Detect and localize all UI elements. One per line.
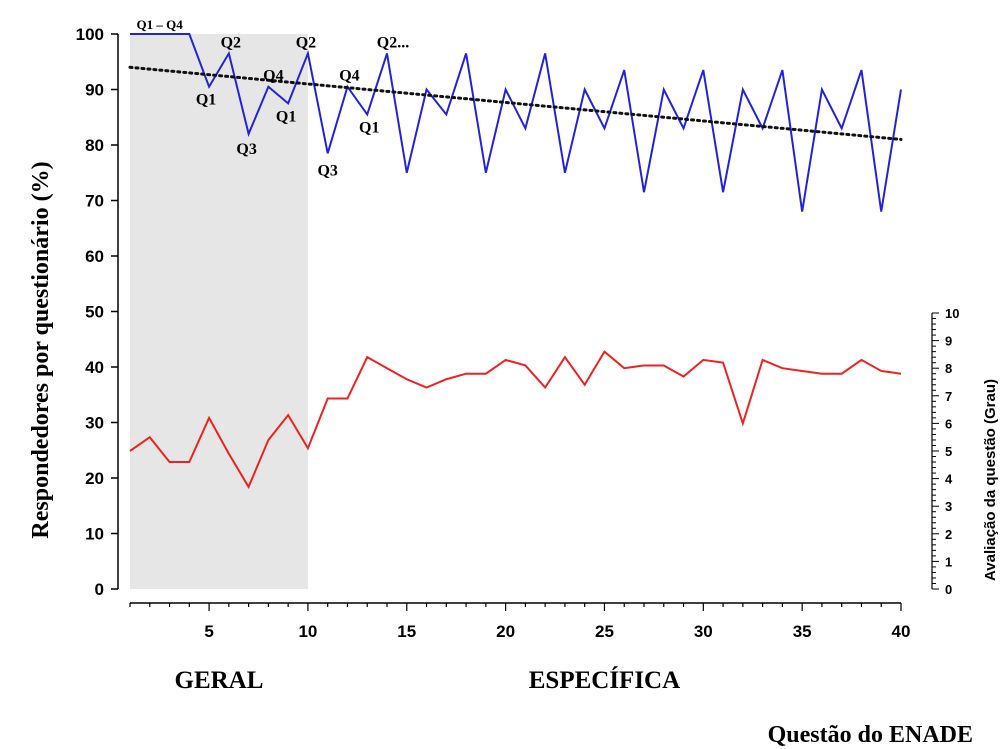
x-axis: 5 10 15 20 25 30 35 40	[129, 602, 911, 641]
y2-axis-title: Avaliação da questão (Grau)	[982, 379, 999, 581]
right-tick-label: 9	[945, 334, 952, 349]
right-y-axis: 0 1 2 3 4 5 6 7 8 9 10	[931, 306, 959, 597]
right-tick-label: 0	[945, 582, 952, 597]
left-tick-label: 100	[76, 25, 104, 44]
left-tick-label: 70	[85, 192, 104, 211]
shaded-region-geral	[130, 34, 308, 589]
annotation-label: Q3	[236, 141, 256, 158]
right-tick-label: 3	[945, 499, 952, 514]
left-tick-label: 60	[85, 247, 104, 266]
left-tick-label: 90	[85, 81, 104, 100]
right-tick-label: 8	[945, 361, 952, 376]
right-tick-label: 10	[945, 306, 959, 321]
annotation-label: Q1	[196, 92, 216, 109]
section-labels: GERAL ESPECÍFICA	[175, 666, 681, 694]
trendline	[128, 65, 903, 141]
annotation-label: Q1 – Q4	[137, 17, 184, 32]
left-tick-label: 80	[85, 136, 104, 155]
series-line-left	[130, 33, 902, 212]
left-tick-label: 30	[85, 414, 104, 433]
left-tick-label: 10	[85, 525, 104, 544]
right-tick-label: 1	[945, 554, 952, 569]
series-line-right	[129, 350, 902, 490]
annotation-label: Q2...	[377, 34, 409, 51]
x-tick-label: 15	[397, 622, 416, 641]
right-tick-label: 5	[945, 444, 952, 459]
left-tick-label: 20	[85, 469, 104, 488]
section-label: GERAL	[175, 667, 264, 694]
x-tick-label: 20	[496, 622, 515, 641]
x-tick-label: 40	[892, 622, 911, 641]
annotation-label: Q2	[221, 34, 241, 51]
annotation-label: Q2	[296, 34, 316, 51]
annotation-label: Q1	[359, 119, 379, 136]
left-tick-label: 50	[85, 303, 104, 322]
x-axis-title: Questão do ENADE	[768, 722, 973, 748]
section-label: ESPECÍFICA	[529, 666, 680, 694]
left-tick-label: 0	[95, 580, 104, 599]
right-tick-label: 7	[945, 389, 952, 404]
x-tick-label: 10	[298, 622, 317, 641]
annotation-layer: Q1 – Q4 Q1 Q2 Q3 Q4 Q1 Q2 Q3 Q4 Q1 Q2...	[137, 17, 410, 179]
annotation-label: Q4	[339, 68, 359, 85]
y-axis-title: Respondedores por questionário (%)	[28, 161, 54, 538]
right-tick-label: 6	[945, 416, 952, 431]
right-tick-label: 2	[945, 527, 952, 542]
annotation-label: Q1	[276, 108, 296, 125]
series-layer	[128, 33, 903, 490]
left-y-axis: 0 10 20 30 40 50 60 70 80 90 100	[76, 25, 119, 599]
x-tick-label: 35	[793, 622, 812, 641]
right-tick-label: 4	[945, 472, 953, 487]
x-tick-label: 30	[694, 622, 713, 641]
annotation-label: Q3	[317, 162, 337, 179]
left-tick-label: 40	[85, 358, 104, 377]
x-tick-label: 25	[595, 622, 614, 641]
x-tick-label: 5	[204, 622, 213, 641]
annotation-label: Q4	[263, 68, 283, 85]
